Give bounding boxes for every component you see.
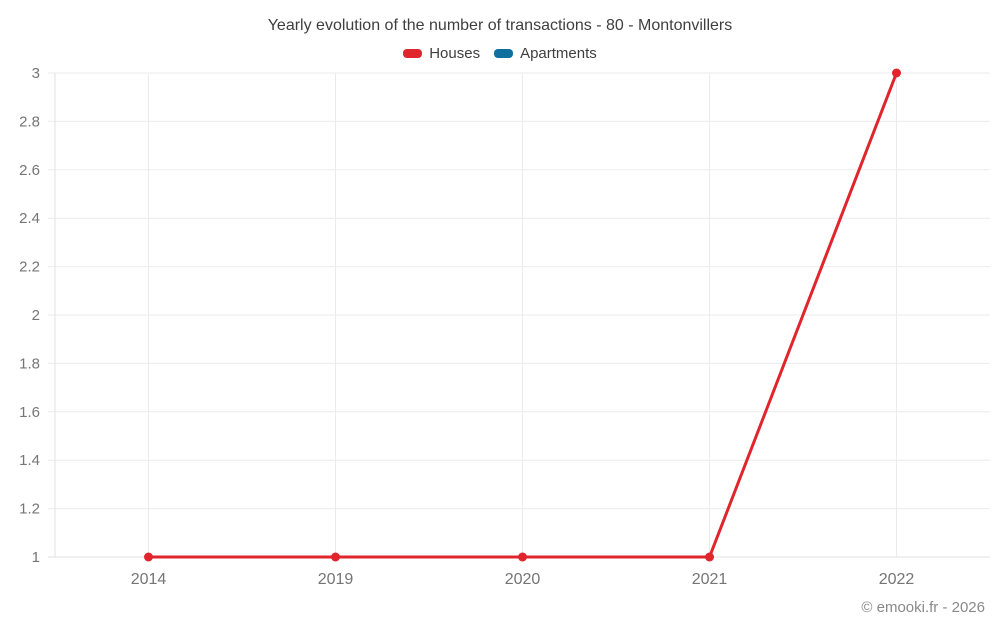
chart-title: Yearly evolution of the number of transa… — [267, 17, 733, 34]
x-tick-label: 2020 — [505, 571, 541, 588]
legend-label: Apartments — [520, 45, 597, 62]
x-tick-label: 2014 — [131, 571, 167, 588]
legend-item-houses[interactable]: Houses — [403, 45, 480, 62]
legend-item-apartments[interactable]: Apartments — [494, 45, 597, 62]
y-tick-label: 1.4 — [19, 452, 40, 469]
legend-label: Houses — [429, 45, 481, 62]
y-tick-label: 2.6 — [19, 162, 40, 179]
y-tick-label: 1 — [32, 549, 40, 566]
data-point-houses[interactable] — [144, 552, 153, 562]
x-tick-label: 2022 — [879, 571, 915, 588]
y-tick-label: 3 — [32, 65, 40, 82]
y-tick-label: 1.6 — [19, 404, 40, 421]
x-tick-label: 2019 — [318, 571, 354, 588]
x-tick-label: 2021 — [692, 571, 728, 588]
y-tick-label: 2.8 — [19, 113, 40, 130]
data-point-houses[interactable] — [705, 552, 714, 562]
y-tick-label: 1.2 — [19, 501, 40, 518]
legend-swatch-icon — [403, 49, 423, 58]
y-tick-label: 2 — [32, 307, 40, 324]
watermark-credit: © emooki.fr - 2026 — [861, 599, 985, 616]
data-point-houses[interactable] — [892, 68, 901, 78]
y-tick-label: 2.4 — [19, 210, 40, 227]
y-tick-label: 1.8 — [19, 355, 40, 372]
y-tick-label: 2.2 — [19, 259, 40, 276]
legend: Houses Apartments — [0, 45, 1000, 62]
data-point-houses[interactable] — [518, 552, 527, 562]
data-point-houses[interactable] — [331, 552, 340, 562]
legend-swatch-icon — [494, 49, 514, 58]
